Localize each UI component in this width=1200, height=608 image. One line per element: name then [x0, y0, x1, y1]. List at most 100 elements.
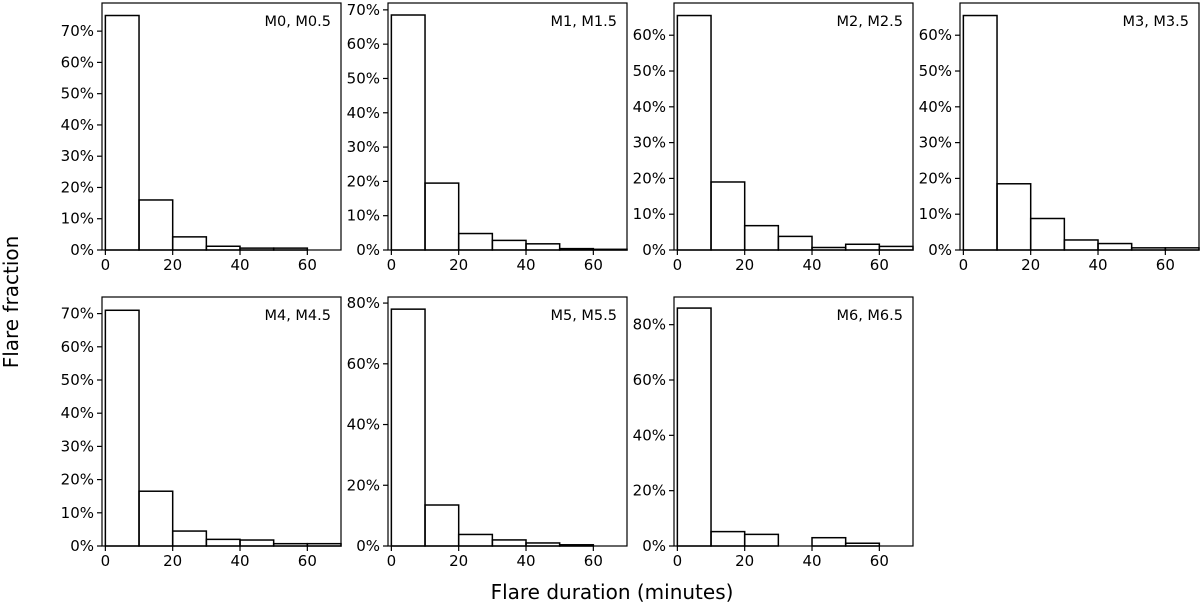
x-tick-label: 20	[163, 256, 182, 274]
histogram-bar	[743, 224, 780, 251]
y-tick-label: 60%	[633, 371, 666, 389]
histogram-bar	[104, 309, 140, 547]
y-tick-label: 60%	[61, 53, 94, 71]
axes-frame	[101, 2, 342, 251]
y-tick-label: 20%	[347, 476, 380, 494]
y-tick-label: 40%	[633, 426, 666, 444]
y-tick-label: 30%	[919, 134, 952, 152]
y-tick-label: 10%	[919, 205, 952, 223]
histogram-bar	[676, 14, 712, 251]
panel-label: M5, M5.5	[550, 308, 617, 324]
axes-frame	[673, 2, 914, 251]
panel-label: M0, M0.5	[264, 14, 331, 30]
y-tick-label: 0%	[70, 241, 94, 259]
y-tick-label: 30%	[347, 138, 380, 156]
y-tick-label: 50%	[347, 69, 380, 87]
histogram-panel: 0 20 40 60 0% 10% 20% 30% 40% 50% 60% 70% M0, M0.5	[61, 2, 342, 274]
y-tick-label: 80%	[633, 316, 666, 334]
x-tick-label: 0	[101, 256, 111, 274]
x-tick-label: 60	[584, 256, 603, 274]
histogram-bar	[1029, 217, 1066, 251]
x-tick-label: 20	[1021, 256, 1040, 274]
y-tick-label: 10%	[633, 205, 666, 223]
histogram-bar	[491, 239, 527, 251]
y-tick-label: 80%	[347, 294, 380, 312]
histogram-bar	[424, 182, 460, 251]
x-tick-label: 40	[516, 552, 535, 570]
y-tick-label: 20%	[919, 169, 952, 187]
y-tick-label: 0%	[356, 241, 380, 259]
histogram-bar	[104, 14, 140, 251]
axes-frame	[959, 2, 1200, 251]
histogram-bar	[424, 504, 460, 547]
y-tick-label: 40%	[61, 404, 94, 422]
histogram-panel: 0 20 40 60 0% 10% 20% 30% 40% 50% 60% M3, M3.5	[919, 2, 1200, 274]
x-axis-title: Flare duration (minutes)	[491, 580, 734, 604]
y-tick-label: 0%	[642, 537, 666, 555]
histogram-bar	[138, 199, 174, 251]
y-tick-label: 50%	[633, 62, 666, 80]
y-axis-title: Flare fraction	[0, 236, 23, 369]
histogram-panel: 0 20 40 60 0% 20% 40% 60% 80% M5, M5.5	[347, 294, 628, 570]
x-tick-label: 0	[959, 256, 969, 274]
histogram-bar	[390, 308, 426, 547]
histogram-panel: 0 20 40 60 0% 20% 40% 60% 80% M6, M6.5	[633, 296, 914, 570]
histogram-bar	[138, 490, 174, 547]
panel-label: M4, M4.5	[264, 308, 331, 324]
panel-label: M1, M1.5	[550, 14, 617, 30]
y-tick-label: 0%	[356, 537, 380, 555]
x-tick-label: 60	[870, 552, 889, 570]
histogram-bar	[171, 236, 208, 251]
y-tick-label: 50%	[61, 85, 94, 103]
x-tick-label: 40	[516, 256, 535, 274]
axes-frame	[673, 296, 914, 547]
y-tick-label: 30%	[633, 134, 666, 152]
y-tick-label: 30%	[61, 147, 94, 165]
y-tick-label: 20%	[61, 471, 94, 489]
y-tick-label: 0%	[928, 241, 952, 259]
x-tick-label: 40	[230, 256, 249, 274]
histogram-bar	[525, 243, 561, 251]
x-tick-label: 0	[673, 552, 683, 570]
y-tick-label: 40%	[61, 116, 94, 134]
y-tick-label: 70%	[347, 1, 380, 19]
axes-frame	[387, 296, 628, 547]
x-tick-label: 20	[163, 552, 182, 570]
histogram-bar	[676, 307, 712, 547]
x-tick-label: 40	[1088, 256, 1107, 274]
histogram-bar	[1097, 242, 1133, 251]
x-tick-label: 60	[584, 552, 603, 570]
y-tick-label: 60%	[347, 35, 380, 53]
y-tick-label: 60%	[61, 338, 94, 356]
histogram-bar	[457, 533, 494, 547]
x-tick-label: 40	[230, 552, 249, 570]
y-tick-label: 40%	[633, 98, 666, 116]
x-tick-label: 60	[298, 256, 317, 274]
y-tick-label: 10%	[347, 207, 380, 225]
y-tick-label: 10%	[61, 504, 94, 522]
x-tick-label: 60	[298, 552, 317, 570]
y-tick-label: 20%	[633, 482, 666, 500]
y-tick-label: 70%	[61, 305, 94, 323]
x-tick-label: 60	[1156, 256, 1175, 274]
y-tick-label: 60%	[347, 355, 380, 373]
y-tick-label: 40%	[347, 416, 380, 434]
x-tick-label: 20	[735, 552, 754, 570]
histogram-bar	[743, 533, 780, 547]
y-tick-label: 60%	[919, 26, 952, 44]
y-tick-label: 40%	[347, 104, 380, 122]
x-tick-label: 20	[449, 256, 468, 274]
panel-label: M3, M3.5	[1122, 14, 1189, 30]
y-tick-label: 0%	[642, 241, 666, 259]
y-tick-label: 50%	[61, 371, 94, 389]
histogram-bar	[457, 232, 494, 251]
panel-label: M2, M2.5	[836, 14, 903, 30]
y-tick-label: 10%	[61, 210, 94, 228]
histogram-bar	[710, 530, 746, 547]
histogram-bar	[777, 235, 813, 251]
axes-frame	[387, 2, 628, 251]
histogram-bar	[844, 243, 881, 251]
x-tick-label: 40	[802, 552, 821, 570]
histogram-panel: 0 20 40 60 0% 10% 20% 30% 40% 50% 60% 70% M4, M4.5	[61, 296, 342, 570]
y-tick-label: 60%	[633, 26, 666, 44]
